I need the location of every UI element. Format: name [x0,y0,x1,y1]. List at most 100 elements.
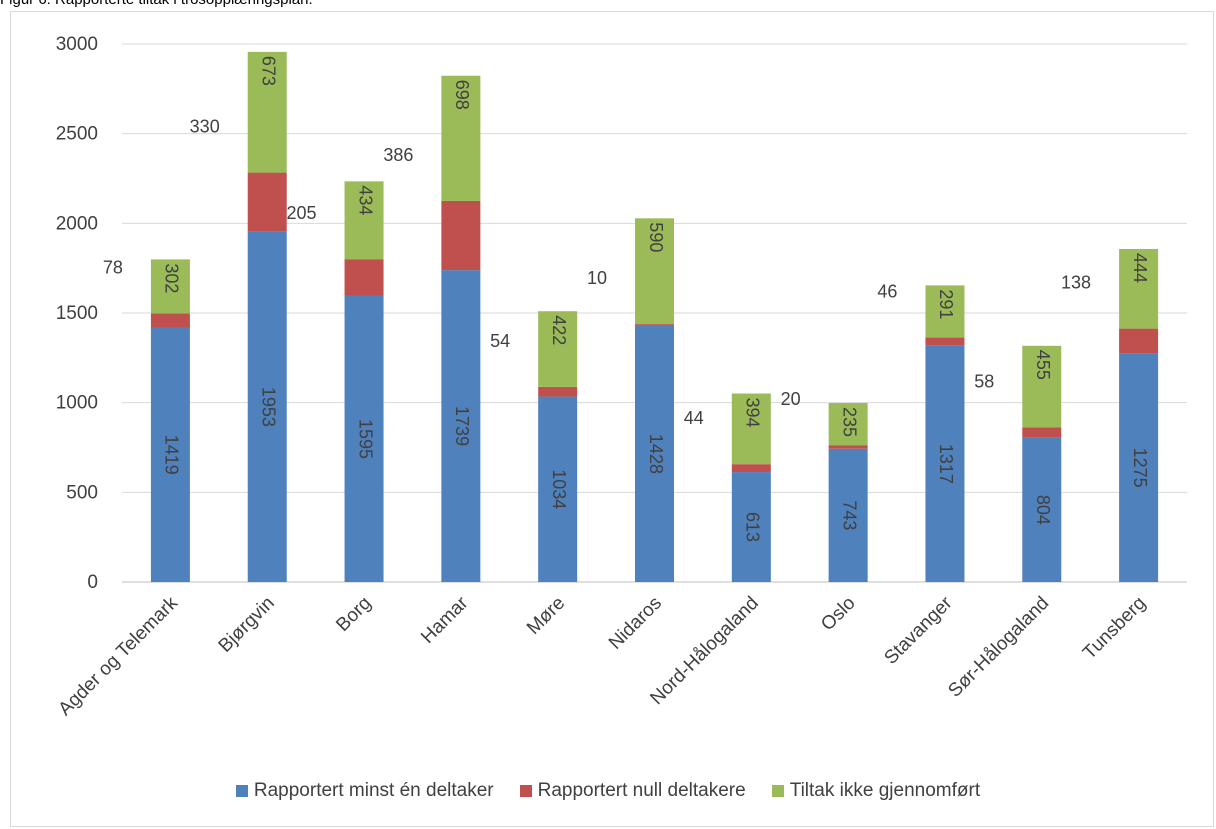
legend-label: Tiltak ikke gjennomført [789,780,981,801]
x-tick-label: Hamar [417,592,473,648]
data-label: 10 [587,268,607,288]
bar-segment [538,396,578,582]
bar-segment [1119,353,1159,582]
bar-segment [247,231,287,582]
legend-label: Rapportert minst én deltaker [253,780,494,801]
y-tick-label: 0 [87,572,98,593]
data-label: 1739 [452,406,472,446]
x-tick-label: Møre [523,593,569,639]
legend-swatch [771,785,784,797]
bar-segment [635,218,674,325]
bar-segment [1022,427,1062,438]
x-tick-label: Sør-Hålogaland [944,593,1053,702]
data-label: 698 [452,80,472,110]
bar-segment [731,472,771,582]
data-label: 235 [839,407,859,437]
legend-item-series-1: Rapportert null deltakere [519,780,746,802]
data-label: 58 [974,371,994,391]
bar-segment [344,181,384,260]
bar-segment [1119,248,1159,329]
data-labels: 1419 78 302 1953 330 673 1595 205 434 1739 386 698 1… [103,56,1150,542]
x-tick-label: Borg [332,593,375,636]
y-axis-ticks: 0 500 1000 1500 2000 2500 3000 [56,34,98,593]
x-tick-label: Bjørgvin [215,593,279,657]
data-label: 291 [936,289,956,319]
data-label: 78 [103,258,123,278]
x-tick-label: Oslo [817,593,859,635]
data-label: 1428 [646,434,666,474]
bars [150,51,1159,582]
y-tick-label: 2000 [56,213,98,234]
bar-segment [1022,345,1062,428]
data-label: 1953 [258,387,278,427]
data-label: 434 [355,185,375,215]
x-tick-label: Nord-Hålogaland [646,593,762,709]
bar-segment [925,345,965,582]
bar-segment [635,324,674,326]
data-label: 20 [781,389,801,409]
data-label: 613 [743,512,763,542]
figure-caption: Figur 6: Rapporterte tiltak i trosopplær… [0,0,313,8]
data-label: 1595 [355,419,375,459]
bar-segment [828,445,868,449]
data-label: 1034 [549,469,569,509]
bar-segment [635,325,674,582]
data-label: 205 [286,203,316,223]
bar-segment [247,51,287,173]
data-label: 673 [258,56,278,86]
y-tick-label: 2500 [56,124,98,145]
data-label: 138 [1061,273,1091,293]
x-axis-ticks: Agder og Telemark Bjørgvin Borg Hamar Møre Ni… [55,592,1151,720]
legend-item-series-0: Rapportert minst én deltaker [235,780,494,802]
data-label: 1275 [1130,448,1150,488]
y-tick-label: 1500 [56,303,98,324]
data-label: 386 [383,145,413,165]
data-label: 46 [877,282,897,302]
x-tick-label: Stavanger [880,592,957,669]
y-tick-label: 500 [66,482,98,503]
bar-segment [731,393,771,465]
bar-segment [150,313,190,328]
data-label: 1317 [936,444,956,484]
bar-segment [150,327,190,582]
chart-frame [10,11,1214,827]
legend: Rapportert minst én deltaker Rapportert … [0,780,1216,802]
data-label: 422 [549,315,569,345]
bar-segment [731,464,771,473]
legend-label: Rapportert null deltakere [537,780,746,801]
bar-segment [150,259,190,314]
legend-swatch [519,785,532,797]
data-label: 444 [1130,253,1150,283]
bar-segment [441,75,481,201]
data-label: 302 [162,263,182,293]
x-tick-label: Agder og Telemark [55,592,183,720]
bar-segment [828,448,868,582]
bar-segment [344,295,384,582]
bar-segment [344,259,384,296]
bar-segment [538,311,578,387]
data-label: 330 [190,117,220,137]
data-label: 394 [743,398,763,428]
bar-segment [925,285,965,338]
data-label: 743 [839,500,859,530]
legend-item-series-2: Tiltak ikke gjennomført [771,780,981,802]
x-tick-label: Nidaros [605,593,666,654]
bar-segment [441,270,481,582]
y-tick-label: 3000 [56,34,98,55]
x-tick-label: Tunsberg [1079,593,1150,664]
data-label: 54 [490,331,510,351]
data-label: 590 [646,222,666,252]
bar-segment [1022,437,1062,582]
data-label: 44 [684,408,704,428]
bar-segment [828,403,868,446]
data-label: 455 [1033,350,1053,380]
data-label: 1419 [162,435,182,475]
bar-segment [925,337,965,346]
bar-segment [1119,328,1159,354]
y-tick-label: 1000 [56,393,98,414]
bar-segment [441,200,481,271]
legend-swatch [235,785,248,797]
bar-segment [538,386,578,397]
data-label: 804 [1033,495,1053,525]
